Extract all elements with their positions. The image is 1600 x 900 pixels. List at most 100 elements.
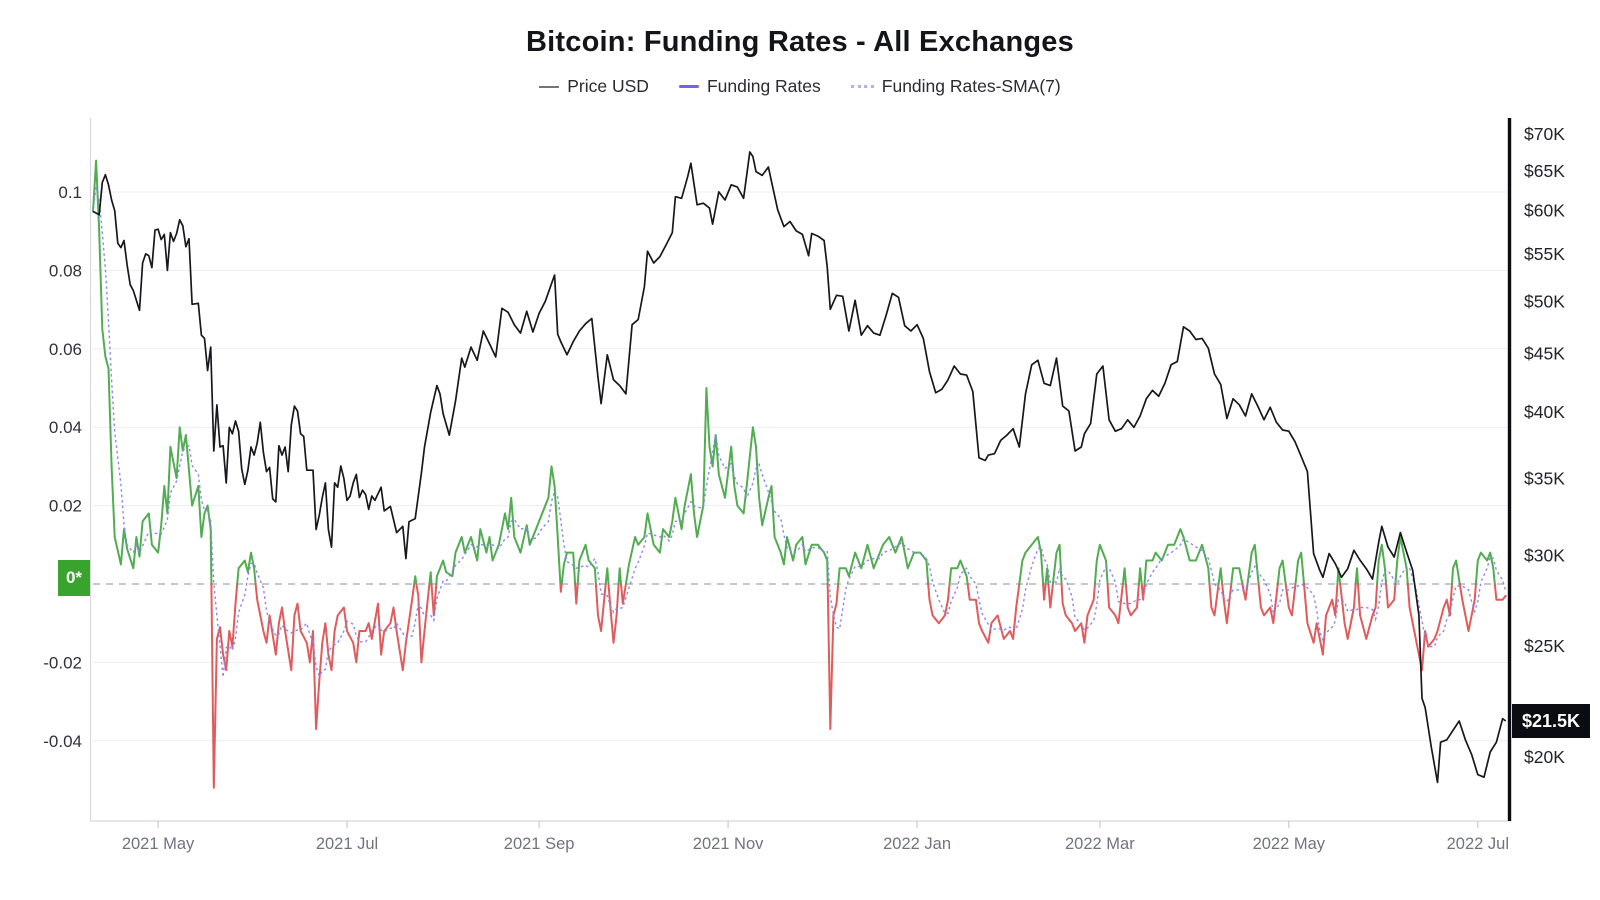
- left-axis-tick-label: 0.06: [49, 340, 82, 359]
- funding-rates-line-positive: [92, 159, 213, 585]
- funding-rates-line-negative: [1385, 583, 1397, 609]
- right-axis-tick-label: $35K: [1524, 469, 1565, 489]
- funding-rates-line-negative: [1106, 583, 1124, 625]
- funding-rates-line-negative: [1406, 583, 1453, 672]
- page-title: Bitcoin: Funding Rates - All Exchanges: [526, 26, 1074, 58]
- funding-rates-line-positive: [604, 567, 610, 585]
- funding-rates-line-positive: [560, 551, 577, 585]
- funding-rates-line-positive: [1451, 559, 1461, 585]
- left-axis-tick-label: -0.02: [43, 653, 82, 672]
- funding-rates-line-positive: [1093, 543, 1109, 585]
- legend-label-price: Price USD: [567, 76, 649, 96]
- legend-item-price[interactable]: Price USD: [539, 76, 649, 97]
- price-line-swatch-icon: [539, 85, 560, 88]
- funding-rates-line-negative: [1257, 583, 1279, 625]
- legend-label-funding-rates: Funding Rates: [706, 76, 821, 96]
- funding-rates-line-negative: [1042, 583, 1047, 601]
- funding-rates-line-negative: [559, 583, 563, 593]
- funding-rates-line-positive: [413, 575, 418, 585]
- left-axis-tick-label: 0.04: [49, 418, 82, 437]
- legend-item-funding-sma[interactable]: Funding Rates-SMA(7): [850, 76, 1061, 97]
- funding-rates-line-negative: [210, 583, 239, 789]
- funding-line-swatch-icon: [678, 84, 699, 89]
- right-axis-tick-label: $30K: [1524, 545, 1565, 565]
- legend-item-funding-rates[interactable]: Funding Rates: [678, 76, 821, 97]
- funding-rates-line-negative: [1339, 583, 1357, 640]
- chart-legend: Price USD Funding Rates Funding Rates-SM…: [0, 76, 1600, 97]
- funding-rates-line-positive: [1474, 551, 1496, 585]
- right-axis-tick-label: $40K: [1524, 402, 1565, 422]
- funding-rates-line-positive: [435, 465, 562, 585]
- funding-rates-line-negative: [574, 583, 579, 605]
- funding-rates-line-positive: [576, 543, 597, 585]
- left-axis-tick-label: 0.08: [49, 261, 82, 280]
- x-axis-tick-label: 2022 Mar: [1065, 835, 1135, 853]
- funding-rates-line-negative: [1284, 583, 1297, 617]
- funding-rates-line-negative: [1124, 583, 1140, 617]
- funding-rates-line-positive: [1230, 567, 1244, 585]
- left-axis-tick-label: -0.04: [43, 732, 82, 751]
- funding-rates-line-positive: [1018, 536, 1045, 585]
- funding-rates-line-positive: [837, 536, 930, 585]
- funding-rates-line-negative: [607, 583, 620, 644]
- funding-rates-line-positive: [617, 567, 622, 585]
- funding-rates-line-negative: [966, 583, 1021, 644]
- funding-rates-line-positive: [1354, 567, 1359, 585]
- funding-rates-line-positive: [1051, 543, 1063, 585]
- funding-rates-line-negative: [1493, 583, 1507, 601]
- right-axis-tick-label: $60K: [1524, 201, 1565, 221]
- funding-rates-line-positive: [1143, 528, 1211, 585]
- zero-axis-badge: 0*: [58, 560, 90, 596]
- funding-rates-line-negative: [415, 583, 431, 664]
- price-usd-line: [92, 151, 1507, 784]
- funding-rates-line-negative: [254, 583, 416, 730]
- funding-rates-line-negative: [1357, 583, 1379, 640]
- funding-rates-line-positive: [1276, 559, 1287, 585]
- right-axis-tick-label: $65K: [1524, 161, 1565, 181]
- x-axis-tick-label: 2021 Sep: [504, 835, 575, 853]
- right-axis-tick-label: $25K: [1524, 636, 1565, 656]
- x-axis-tick-label: 2021 Jul: [316, 835, 378, 853]
- funding-rates-line-negative: [1221, 583, 1233, 625]
- funding-rates-line-positive: [1294, 551, 1305, 585]
- right-axis-tick-label: $50K: [1524, 291, 1565, 311]
- funding-rates-line-positive: [948, 559, 969, 585]
- x-axis-tick-label: 2021 May: [122, 835, 195, 853]
- funding-rates-line-negative: [1303, 583, 1339, 656]
- funding-rates-line-negative: [927, 583, 951, 625]
- funding-rates-line-positive: [624, 387, 829, 585]
- funding-rates-line-negative: [1047, 583, 1054, 609]
- funding-rates-line-negative: [1208, 583, 1220, 617]
- legend-label-funding-sma: Funding Rates-SMA(7): [881, 76, 1061, 96]
- funding-rates-line-negative: [430, 583, 438, 617]
- sma-line-swatch-icon: [850, 85, 874, 88]
- funding-rates-line-negative: [1458, 583, 1477, 632]
- right-axis-tick-label: $20K: [1524, 747, 1565, 767]
- funding-rates-line-negative: [594, 583, 607, 632]
- last-price-badge: $21.5K: [1512, 704, 1591, 738]
- x-axis-tick-label: 2022 May: [1253, 835, 1326, 853]
- funding-rates-line-negative: [826, 583, 840, 730]
- funding-rates-line-negative: [620, 583, 627, 605]
- funding-rates-line-positive: [1246, 543, 1260, 585]
- funding-rates-line-positive: [236, 551, 257, 585]
- x-axis-tick-label: 2021 Nov: [693, 835, 764, 853]
- funding-rates-sma-line: [92, 185, 1507, 678]
- funding-rates-line-negative: [1060, 583, 1096, 644]
- funding-rates-line-positive: [1336, 567, 1342, 585]
- right-axis-tick-label: $70K: [1524, 124, 1565, 144]
- left-axis-tick-label: 0.02: [49, 497, 82, 516]
- funding-rates-line-positive: [1376, 543, 1388, 585]
- funding-rates-line-positive: [1137, 567, 1143, 585]
- x-axis-tick-label: 2022 Jul: [1447, 835, 1509, 853]
- funding-rates-line-positive: [1394, 536, 1409, 585]
- funding-rates-line-positive: [1217, 567, 1224, 585]
- funding-rates-line-positive: [1044, 567, 1050, 585]
- right-axis-tick-label: $55K: [1524, 244, 1565, 264]
- right-axis-tick-label: $45K: [1524, 344, 1565, 364]
- funding-rates-line-negative: [1140, 583, 1146, 601]
- funding-rates-line-positive: [1121, 567, 1127, 585]
- left-axis-tick-label: 0.1: [58, 183, 82, 202]
